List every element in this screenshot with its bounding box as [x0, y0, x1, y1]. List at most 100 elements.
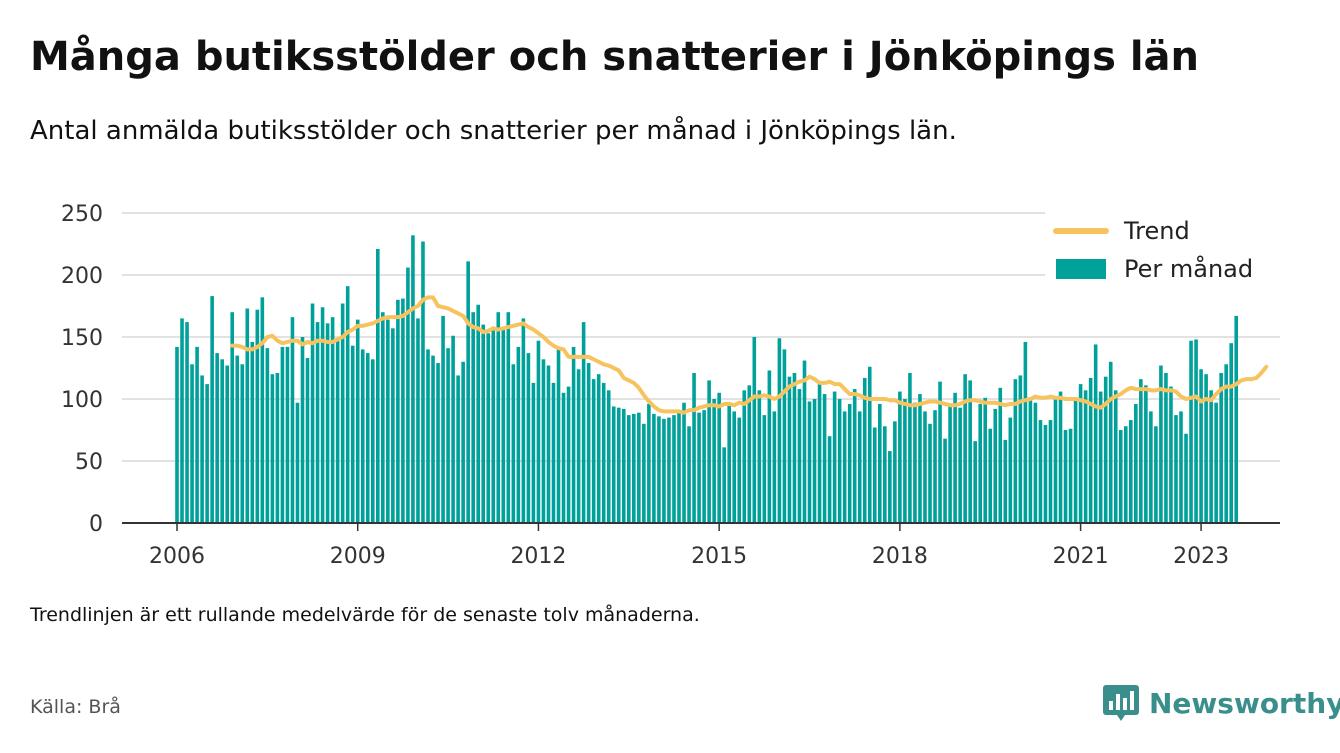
bar — [386, 319, 390, 523]
bar — [611, 406, 616, 523]
bar — [541, 359, 546, 523]
bar — [250, 341, 255, 523]
bar — [345, 286, 350, 523]
bar — [275, 372, 280, 523]
bar — [265, 348, 270, 523]
brand-logo: Newsworthy — [1103, 683, 1340, 723]
bar — [421, 241, 425, 523]
bar — [792, 372, 797, 523]
bar — [1234, 315, 1239, 523]
bar — [642, 423, 646, 523]
x-tick-label: 2006 — [149, 544, 205, 569]
bar — [230, 312, 235, 523]
bar — [983, 397, 988, 523]
bar — [1018, 375, 1023, 523]
bar — [200, 375, 204, 523]
legend-bar-label: Per månad — [1124, 254, 1253, 283]
bar — [576, 369, 581, 523]
bar — [632, 413, 636, 523]
bar — [898, 391, 902, 523]
bar — [581, 322, 586, 523]
bar — [235, 355, 240, 523]
bar — [195, 346, 199, 523]
bar — [692, 372, 696, 523]
bar — [717, 392, 721, 523]
bar — [621, 408, 626, 523]
bar — [867, 366, 872, 523]
x-tick-label: 2012 — [510, 544, 566, 569]
bar — [551, 382, 556, 523]
bar — [476, 304, 480, 523]
bar — [1043, 425, 1048, 523]
bar — [1174, 415, 1178, 523]
bar — [295, 402, 300, 523]
x-tick-label: 2018 — [872, 544, 928, 569]
bar — [737, 417, 742, 523]
x-tick-label: 2023 — [1173, 544, 1229, 569]
bar — [908, 372, 912, 523]
bar — [1108, 361, 1113, 523]
bar — [481, 324, 486, 523]
bar — [566, 386, 571, 523]
chart-title: Många butiksstölder och snatterier i Jön… — [30, 34, 1200, 80]
bar — [842, 411, 847, 523]
bar — [491, 327, 496, 523]
chart: 0 50 100 150 200 250 2006 2009 2012 2015 2018 2021… — [61, 202, 1280, 569]
bar — [707, 380, 711, 523]
bar — [1144, 385, 1148, 523]
bar — [812, 399, 817, 523]
bar — [350, 345, 355, 523]
y-axis-tick-labels: 0 50 100 150 200 250 — [61, 202, 103, 537]
bar — [1078, 384, 1083, 523]
bar — [948, 406, 952, 523]
bar — [672, 415, 676, 523]
newsworthy-logo-icon — [1103, 685, 1139, 721]
bar — [1154, 426, 1158, 523]
bar — [526, 353, 531, 523]
bar — [787, 376, 792, 523]
bar — [335, 340, 340, 523]
bar — [857, 411, 862, 523]
bar — [1139, 379, 1143, 523]
bar — [401, 298, 405, 523]
bar — [441, 315, 445, 523]
bar — [963, 374, 967, 523]
bar — [1179, 411, 1183, 523]
bar — [1013, 379, 1018, 523]
bar — [381, 312, 385, 523]
bar — [601, 382, 606, 523]
bar — [888, 451, 892, 523]
bar — [586, 363, 591, 523]
bar — [431, 355, 435, 523]
bar — [647, 403, 651, 523]
bar — [406, 267, 410, 523]
bar — [988, 428, 993, 523]
bar — [486, 333, 491, 523]
bar — [426, 349, 430, 523]
bar — [546, 365, 551, 523]
bar — [305, 358, 310, 523]
bar — [1164, 372, 1168, 523]
bar — [506, 312, 511, 523]
bar — [1038, 420, 1043, 523]
bar — [471, 312, 475, 523]
bar — [687, 426, 691, 523]
bar — [652, 413, 656, 523]
bar — [1194, 339, 1198, 523]
bar — [536, 340, 541, 523]
bar — [1229, 343, 1233, 523]
bar — [1003, 439, 1008, 523]
bar — [396, 299, 400, 523]
bar — [290, 317, 295, 523]
bar — [270, 374, 275, 523]
bar — [1048, 420, 1053, 523]
bar — [802, 360, 807, 523]
bar — [501, 327, 506, 523]
bar — [627, 415, 631, 523]
bar — [913, 402, 917, 523]
bar — [938, 381, 942, 523]
bar — [1134, 403, 1138, 523]
source-label: Källa: Brå — [30, 696, 121, 718]
bar — [742, 390, 747, 523]
bar — [777, 338, 782, 523]
